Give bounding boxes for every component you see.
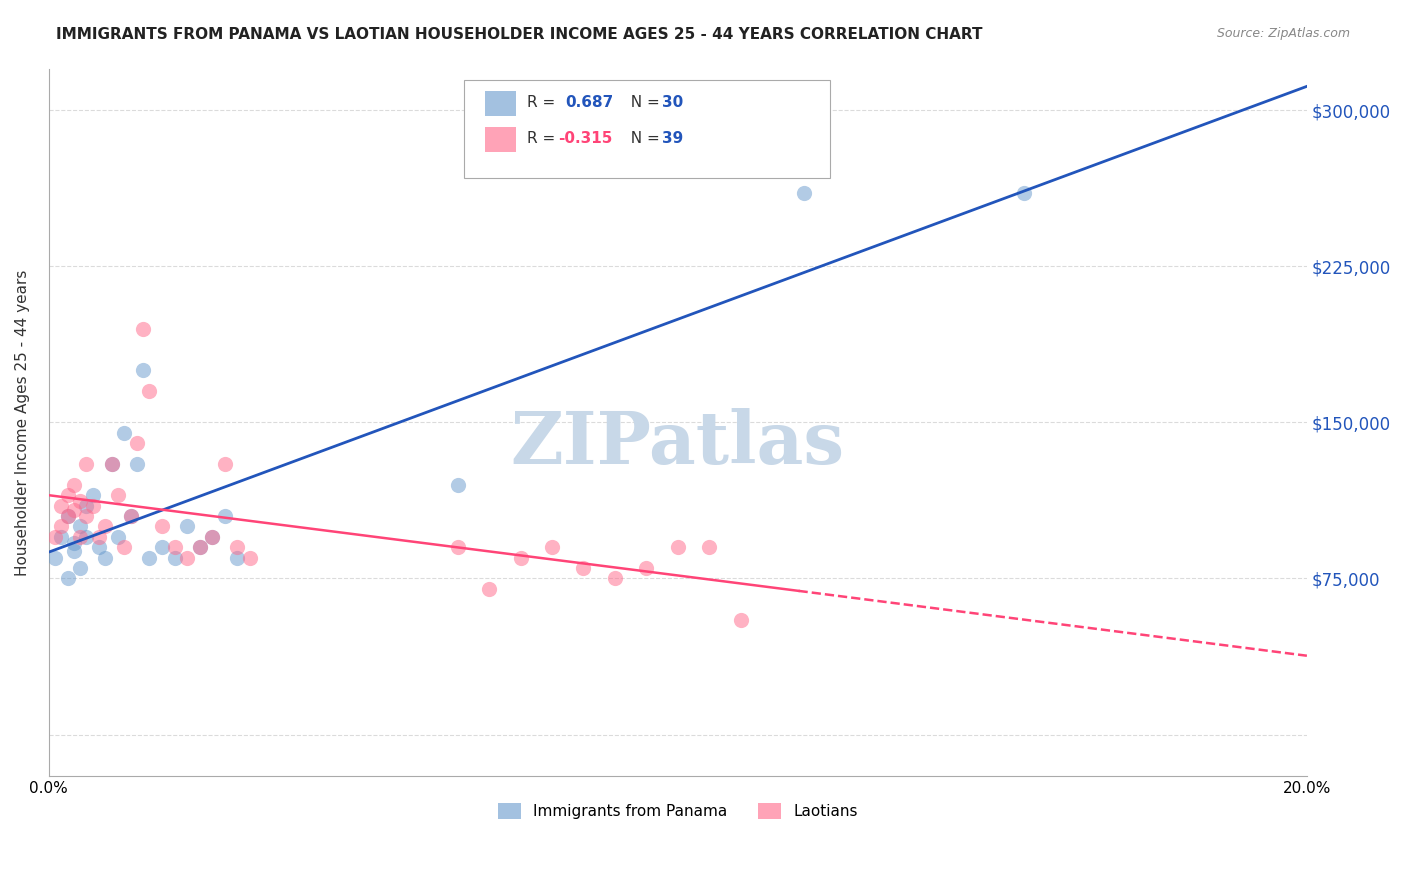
Point bbox=[94, 519, 117, 533]
Text: Source: ZipAtlas.com: Source: ZipAtlas.com bbox=[1216, 27, 1350, 40]
Point bbox=[125, 436, 148, 450]
Point bbox=[63, 544, 86, 558]
Point bbox=[112, 540, 135, 554]
Point bbox=[76, 457, 98, 471]
Point bbox=[100, 457, 122, 471]
Point bbox=[63, 502, 86, 516]
Point bbox=[730, 613, 752, 627]
Point bbox=[56, 508, 79, 523]
Point bbox=[76, 499, 98, 513]
Point bbox=[636, 561, 658, 575]
Point bbox=[446, 477, 468, 491]
Point bbox=[56, 571, 79, 585]
Y-axis label: Householder Income Ages 25 - 44 years: Householder Income Ages 25 - 44 years bbox=[15, 269, 30, 575]
Point bbox=[51, 519, 73, 533]
Point bbox=[239, 550, 262, 565]
Point bbox=[163, 550, 186, 565]
Text: 30: 30 bbox=[662, 95, 683, 110]
Point bbox=[150, 540, 173, 554]
Point bbox=[69, 530, 91, 544]
Point bbox=[176, 519, 198, 533]
Point bbox=[87, 530, 110, 544]
Point bbox=[63, 536, 86, 550]
Point bbox=[76, 508, 98, 523]
Text: N =: N = bbox=[621, 95, 665, 110]
Text: R =: R = bbox=[527, 131, 561, 145]
Point bbox=[132, 321, 155, 335]
Point bbox=[120, 508, 142, 523]
Point bbox=[572, 561, 595, 575]
Point bbox=[100, 457, 122, 471]
Point bbox=[214, 457, 236, 471]
Text: R =: R = bbox=[527, 95, 565, 110]
Point bbox=[56, 508, 79, 523]
Point bbox=[509, 550, 531, 565]
Point bbox=[63, 477, 86, 491]
Point bbox=[125, 457, 148, 471]
Text: ZIPatlas: ZIPatlas bbox=[510, 408, 845, 479]
Point bbox=[107, 530, 129, 544]
Point bbox=[132, 363, 155, 377]
Point bbox=[44, 530, 66, 544]
Point bbox=[214, 508, 236, 523]
Point bbox=[82, 488, 104, 502]
Point bbox=[51, 530, 73, 544]
Text: IMMIGRANTS FROM PANAMA VS LAOTIAN HOUSEHOLDER INCOME AGES 25 - 44 YEARS CORRELAT: IMMIGRANTS FROM PANAMA VS LAOTIAN HOUSEH… bbox=[56, 27, 983, 42]
Point bbox=[541, 540, 564, 554]
Point bbox=[201, 530, 224, 544]
Point bbox=[82, 499, 104, 513]
Legend: Immigrants from Panama, Laotians: Immigrants from Panama, Laotians bbox=[492, 797, 863, 825]
Point bbox=[666, 540, 689, 554]
Point bbox=[56, 488, 79, 502]
Point bbox=[69, 494, 91, 508]
Point bbox=[44, 550, 66, 565]
Point bbox=[176, 550, 198, 565]
Point bbox=[120, 508, 142, 523]
Point bbox=[697, 540, 720, 554]
Point bbox=[188, 540, 211, 554]
Point bbox=[446, 540, 468, 554]
Point bbox=[188, 540, 211, 554]
Point bbox=[51, 499, 73, 513]
Point bbox=[150, 519, 173, 533]
Point bbox=[1012, 186, 1035, 201]
Point bbox=[76, 530, 98, 544]
Point bbox=[163, 540, 186, 554]
Text: N =: N = bbox=[621, 131, 665, 145]
Text: 0.687: 0.687 bbox=[565, 95, 613, 110]
Point bbox=[87, 540, 110, 554]
Point bbox=[138, 550, 160, 565]
Point bbox=[69, 519, 91, 533]
Point bbox=[603, 571, 626, 585]
Point bbox=[226, 550, 249, 565]
Point bbox=[478, 582, 501, 596]
Text: -0.315: -0.315 bbox=[558, 131, 613, 145]
Point bbox=[793, 186, 815, 201]
Point bbox=[107, 488, 129, 502]
Point bbox=[112, 425, 135, 440]
Point bbox=[138, 384, 160, 398]
Point bbox=[69, 561, 91, 575]
Point bbox=[226, 540, 249, 554]
Point bbox=[94, 550, 117, 565]
Point bbox=[201, 530, 224, 544]
Text: 39: 39 bbox=[662, 131, 683, 145]
